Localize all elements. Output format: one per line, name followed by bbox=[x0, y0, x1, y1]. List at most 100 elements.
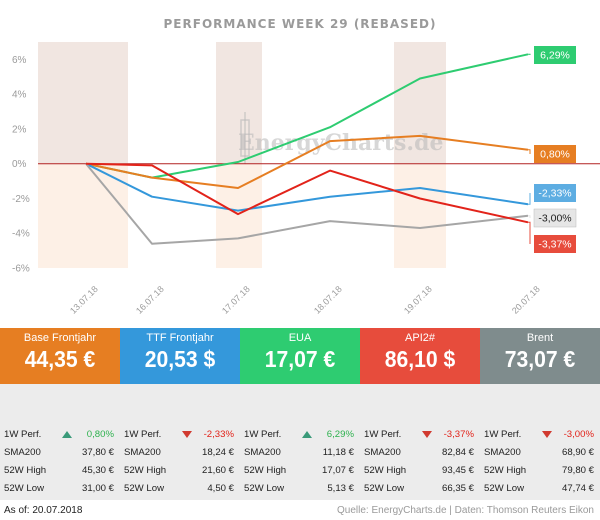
performance-chart: PERFORMANCE WEEK 29 (REBASED) EnergyChart… bbox=[12, 17, 600, 316]
watermark-text: EnergyCharts.de bbox=[238, 130, 443, 156]
stat-value: 11,18 € bbox=[322, 447, 354, 458]
price-tile: EUA 17,07 € bbox=[240, 328, 360, 384]
x-tick-label: 16.07.18 bbox=[134, 284, 166, 316]
stats-row: 52W Low 66,35 € bbox=[360, 480, 480, 498]
tile-name: Brent bbox=[526, 332, 554, 344]
end-label-value: -3,37% bbox=[538, 239, 571, 251]
triangle-down-icon bbox=[182, 431, 192, 438]
stats-column: 1W Perf. -2,33% SMA200 18,24 € 52W High 21,60… bbox=[120, 384, 240, 500]
bg-band-lower bbox=[38, 163, 128, 268]
stat-label: 52W Low bbox=[484, 483, 524, 494]
series-line-ttf-frontjahr bbox=[85, 162, 529, 212]
tile-price: 86,10 $ bbox=[384, 346, 456, 372]
stat-value: 18,24 € bbox=[201, 447, 234, 458]
stat-value: -3,37% bbox=[443, 429, 474, 440]
end-label-box bbox=[534, 46, 576, 64]
source-note: Quelle: EnergyCharts.de | Daten: Thomson… bbox=[337, 505, 594, 516]
stat-value: 37,80 € bbox=[81, 447, 114, 458]
stat-label: 52W High bbox=[124, 465, 167, 476]
x-tick-label: 17.07.18 bbox=[220, 284, 252, 316]
end-label-box bbox=[534, 145, 576, 163]
end-label-box bbox=[533, 208, 577, 228]
end-label-value: -3,00% bbox=[538, 213, 571, 225]
stat-label: 52W High bbox=[244, 465, 287, 476]
stats-row: SMA200 18,24 € bbox=[120, 444, 240, 462]
stats-row: 1W Perf. 0,80% bbox=[0, 426, 120, 444]
stat-label: 52W High bbox=[364, 465, 407, 476]
stat-label: 1W Perf. bbox=[364, 429, 402, 440]
series-line-base-frontjahr bbox=[85, 134, 529, 189]
price-tiles: Base Frontjahr 44,35 € TTF Frontjahr 20,53 … bbox=[0, 328, 600, 384]
y-tick-label: 2% bbox=[12, 124, 27, 135]
stat-value: -3,00% bbox=[563, 429, 594, 440]
x-tick-label: 18.07.18 bbox=[312, 284, 344, 316]
triangle-up-icon bbox=[62, 431, 72, 438]
end-label-connector bbox=[528, 149, 531, 154]
stats-row: SMA200 11,18 € bbox=[240, 444, 360, 462]
as-of-date: As of: 20.07.2018 bbox=[4, 505, 83, 516]
tile-price: 20,53 $ bbox=[144, 346, 216, 372]
footer: As of: 20.07.2018 Quelle: EnergyCharts.d… bbox=[0, 500, 600, 520]
stat-value: 4,50 € bbox=[207, 483, 234, 494]
tile-name: API2# bbox=[405, 332, 435, 344]
stat-label: SMA200 bbox=[124, 447, 161, 458]
tile-price: 44,35 € bbox=[24, 346, 96, 372]
end-label-box bbox=[534, 184, 576, 202]
stats-row: 52W High 79,80 € bbox=[480, 462, 600, 480]
stat-value: 79,80 € bbox=[561, 465, 594, 476]
stat-value: 93,45 € bbox=[441, 465, 474, 476]
end-label-value: 6,29% bbox=[540, 50, 570, 62]
y-tick-label: 0% bbox=[12, 159, 27, 170]
stats-row: 1W Perf. 6,29% bbox=[240, 426, 360, 444]
stat-value: 66,35 € bbox=[441, 483, 474, 494]
stat-label: SMA200 bbox=[4, 447, 41, 458]
y-tick-label: -2% bbox=[12, 194, 30, 205]
price-tile: TTF Frontjahr 20,53 $ bbox=[120, 328, 240, 384]
triangle-down-icon bbox=[422, 431, 432, 438]
tile-name: Base Frontjahr bbox=[23, 332, 97, 344]
bg-band-lower bbox=[394, 163, 446, 268]
end-label-connector bbox=[528, 193, 531, 205]
stats-table: 1W Perf. 0,80% SMA200 37,80 € 52W High 45,30 … bbox=[0, 384, 600, 500]
stat-value: 17,07 € bbox=[321, 465, 354, 476]
y-tick-label: -4% bbox=[12, 229, 30, 240]
stat-value: 82,84 € bbox=[441, 447, 474, 458]
stats-row: 52W High 93,45 € bbox=[360, 462, 480, 480]
stat-label: 52W High bbox=[4, 465, 47, 476]
end-label-box bbox=[534, 235, 576, 253]
tile-name: EUA bbox=[288, 332, 312, 344]
stats-row: 1W Perf. -3,00% bbox=[480, 426, 600, 444]
stat-label: 1W Perf. bbox=[4, 429, 42, 440]
tile-price: 17,07 € bbox=[264, 346, 336, 372]
stat-label: SMA200 bbox=[244, 447, 281, 458]
x-tick-label: 13.07.18 bbox=[68, 284, 100, 316]
stat-label: 1W Perf. bbox=[484, 429, 522, 440]
stats-row: 52W High 21,60 € bbox=[120, 462, 240, 480]
series-line-api2- bbox=[85, 162, 529, 224]
y-tick-label: -6% bbox=[12, 264, 30, 275]
stat-label: 52W Low bbox=[244, 483, 284, 494]
stats-row: 52W Low 47,74 € bbox=[480, 480, 600, 498]
triangle-down-icon bbox=[542, 431, 552, 438]
price-tile: Brent 73,07 € bbox=[480, 328, 600, 384]
stats-row: 52W Low 4,50 € bbox=[120, 480, 240, 498]
stats-row: SMA200 37,80 € bbox=[0, 444, 120, 462]
stat-value: -2,33% bbox=[203, 429, 234, 440]
stat-value: 5,13 € bbox=[327, 483, 354, 494]
stat-label: 1W Perf. bbox=[244, 429, 282, 440]
price-tile: Base Frontjahr 44,35 € bbox=[0, 328, 120, 384]
stat-label: 1W Perf. bbox=[124, 429, 162, 440]
stat-label: SMA200 bbox=[484, 447, 521, 458]
end-label-connector bbox=[528, 215, 531, 218]
stats-row: 1W Perf. -3,37% bbox=[360, 426, 480, 444]
stat-value: 45,30 € bbox=[81, 465, 114, 476]
stats-row: SMA200 68,90 € bbox=[480, 444, 600, 462]
stats-column: 1W Perf. -3,00% SMA200 68,90 € 52W High 79,80… bbox=[480, 384, 600, 500]
end-label-connector bbox=[528, 53, 531, 55]
price-tile: API2# 86,10 $ bbox=[360, 328, 480, 384]
bg-band-upper bbox=[216, 42, 262, 164]
stats-row: 52W High 17,07 € bbox=[240, 462, 360, 480]
y-tick-label: 6% bbox=[12, 55, 27, 66]
series-line-brent bbox=[85, 163, 529, 245]
